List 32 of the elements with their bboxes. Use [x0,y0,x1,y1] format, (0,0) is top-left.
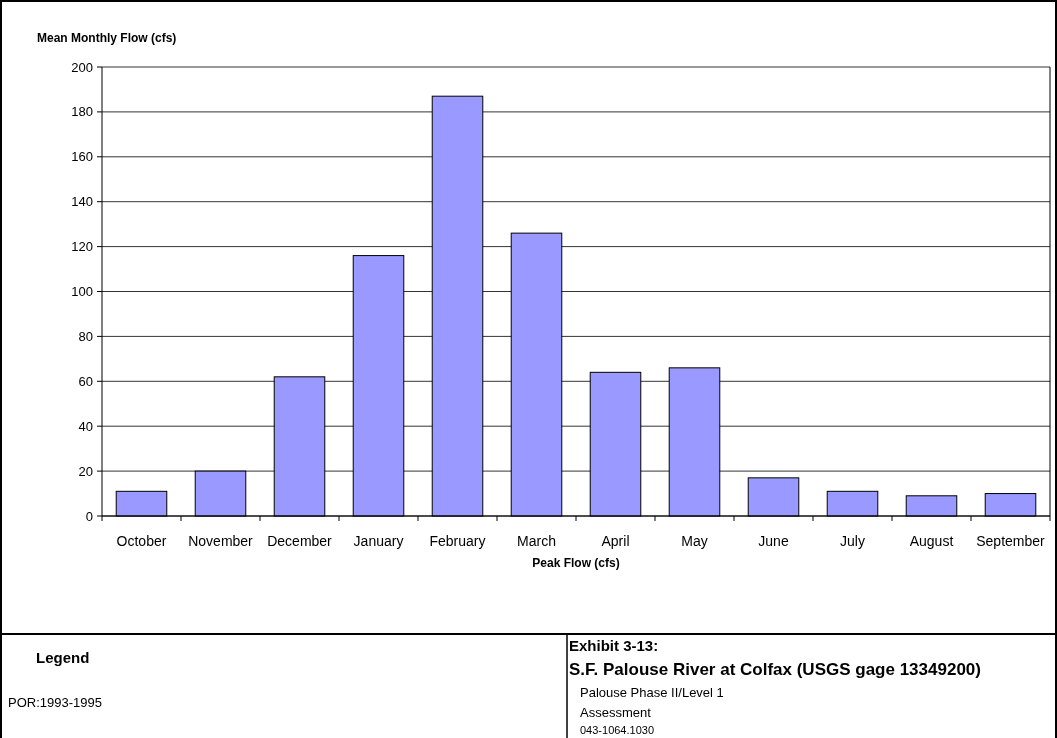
x-axis-title: Peak Flow (cfs) [532,556,620,570]
text: Palouse Phase II/Level 1 [580,685,724,700]
text: Assessment [580,705,652,720]
x-tick-label: July [840,533,865,549]
x-tick-label: September [976,533,1046,549]
y-tick-label: 140 [71,194,93,210]
y-tick-label: 40 [78,418,93,434]
y-tick-label: 80 [78,328,93,344]
x-tick-label: August [909,533,954,549]
text: Legend [36,649,90,666]
x-tick-label: October [116,533,167,549]
x-tick-label: January [353,533,404,549]
text: S.F. Palouse River at Colfax (USGS gage 13349200) [569,660,981,679]
x-tick-label: June [758,533,789,549]
y-tick-label: 0 [85,508,93,524]
text: 043-1064.1030 [580,724,655,736]
x-tick-label: April [601,533,630,549]
y-tick-label: 100 [71,284,93,300]
y-tick-label: 20 [78,463,93,479]
y-tick-label: 200 [71,59,93,75]
y-tick-label: 60 [78,373,93,389]
text: POR:1993-1995 [8,695,102,710]
x-tick-label: March [517,533,556,549]
x-tick-label: May [681,533,708,549]
x-tick-label: November [188,533,254,549]
y-tick-label: 160 [71,149,93,165]
y-tick-label: 120 [71,239,93,255]
x-tick-label: December [267,533,333,549]
x-tick-label: February [429,533,486,549]
y-tick-label: 180 [71,104,93,120]
y-axis-title: Mean Monthly Flow (cfs) [37,31,177,45]
text: Exhibit 3-13: [569,637,659,654]
